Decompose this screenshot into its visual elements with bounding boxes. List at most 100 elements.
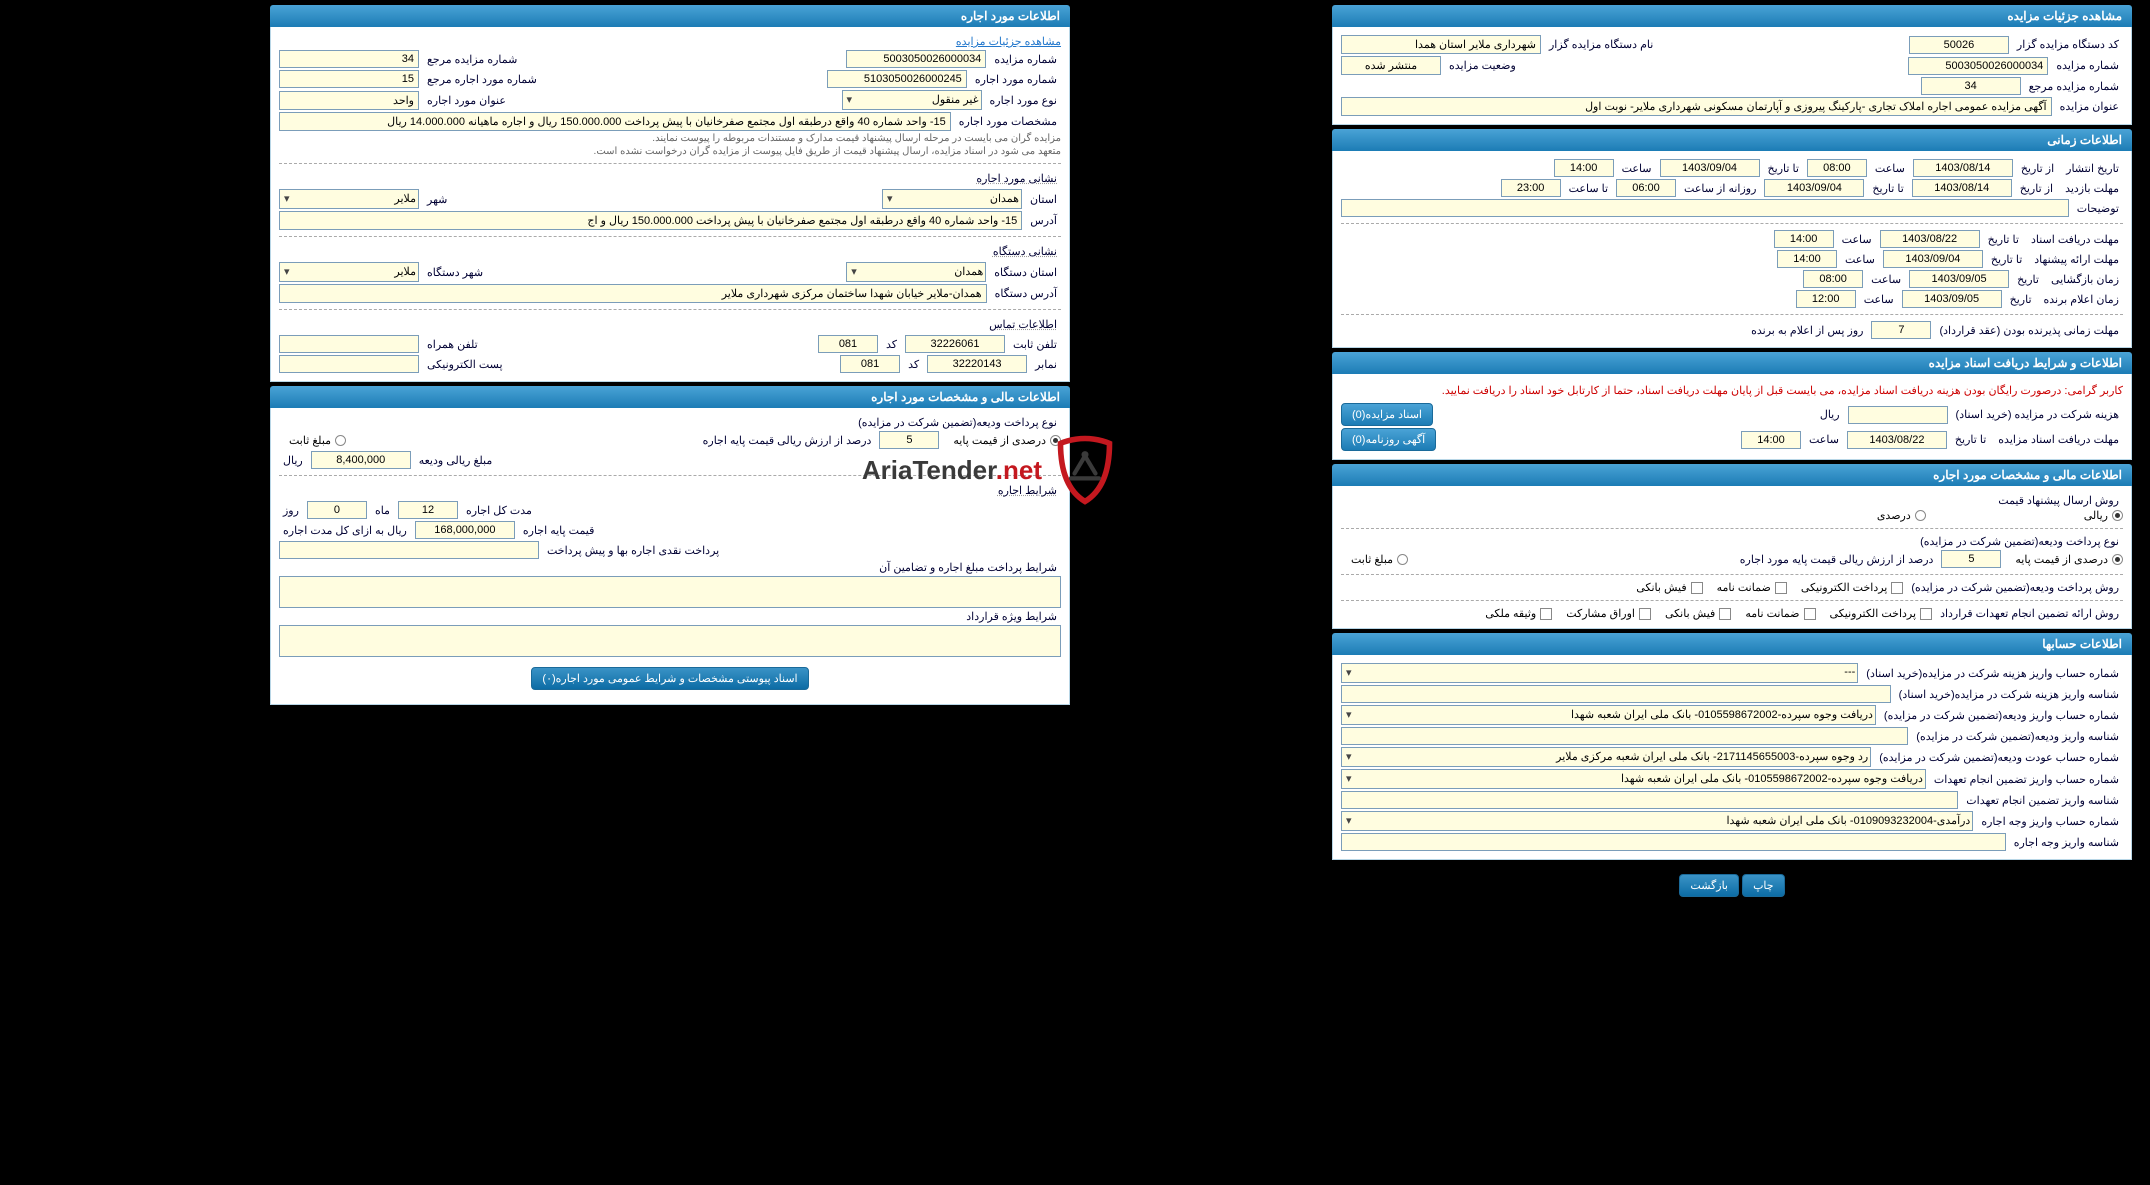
sel-city[interactable]: ملایر: [279, 189, 419, 209]
contact-header: اطلاعات تماس: [985, 316, 1061, 333]
field-auction-no: 5003050026000034: [1908, 57, 2048, 75]
field-cash-pay: [279, 541, 539, 559]
chk-guarantee2[interactable]: ضمانت نامه: [1745, 607, 1815, 620]
note2: متعهد می شود در اسناد مزایده، ارسال پیشن…: [594, 146, 1061, 157]
field-d4: 1403/09/04: [1764, 179, 1864, 197]
field-acc2: [1341, 685, 1891, 703]
details-link[interactable]: مشاهده جزئیات مزایده: [956, 35, 1061, 48]
field-lease-no: 5103050026000245: [827, 70, 967, 88]
field-accept: 7: [1871, 321, 1931, 339]
field-fax: 32220143: [927, 355, 1027, 373]
field-doc-d: 1403/08/22: [1847, 431, 1947, 449]
label-publish: تاریخ انتشار: [2062, 162, 2123, 175]
label-accept-suffix: روز پس از اعلام به برنده: [1747, 324, 1867, 337]
label-contract-guarantee: روش ارائه تضمین انجام تعهدات قرارداد: [1936, 607, 2123, 620]
field-fee: [1848, 406, 1948, 424]
radio-fixed[interactable]: مبلغ ثابت: [1351, 553, 1408, 566]
field-t6: 14:00: [1777, 250, 1837, 268]
section-header-accounts: اطلاعات حسابها: [1332, 633, 2132, 655]
field-days: 0: [307, 501, 367, 519]
sel-province[interactable]: همدان: [882, 189, 1022, 209]
address-header: نشانی مورد اجاره: [972, 170, 1061, 187]
docs-body: کاربر گرامی: درصورت رایگان بودن هزینه در…: [1332, 374, 2132, 460]
chk-epay[interactable]: پرداخت الکترونیکی: [1801, 581, 1904, 594]
field-deposit-amt: 8,400,000: [311, 451, 411, 469]
field-ref-no2: 34: [279, 50, 419, 68]
chk-bank2[interactable]: فیش بانکی: [1665, 607, 1731, 620]
field-fax-code: 081: [840, 355, 900, 373]
section-header-lease: اطلاعات مورد اجاره: [270, 5, 1070, 27]
field-t8: 12:00: [1796, 290, 1856, 308]
finance-body: روش ارسال پیشنهاد قیمت ریالی درصدی نوع پ…: [1332, 486, 2132, 629]
lease-body: مشاهده جزئیات مزایده شماره مزایده 500305…: [270, 27, 1070, 382]
field-specs: 15- واحد شماره 40 واقع درطبقه اول مجتمع …: [279, 112, 951, 131]
sel-org-city[interactable]: ملایر: [279, 262, 419, 282]
field-d7: 1403/09/05: [1909, 270, 2009, 288]
chk-epay2[interactable]: پرداخت الکترونیکی: [1830, 607, 1933, 620]
sel-lease-type[interactable]: غیر منقول: [842, 90, 982, 110]
label-doc-deadline2: مهلت دریافت اسناد مزایده: [1994, 433, 2123, 446]
label-doc-deadline: مهلت دریافت اسناد: [2027, 233, 2123, 246]
section-header-details: مشاهده جزئیات مزایده: [1332, 5, 2132, 27]
sel-acc5[interactable]: رد وجوه سپرده-2171145655003- بانک ملی ای…: [1341, 747, 1871, 767]
textarea-contract-cond[interactable]: [279, 625, 1061, 657]
note1: مزایده گران می بایست در مرحله ارسال پیشن…: [652, 133, 1061, 144]
attach-docs-button[interactable]: اسناد پیوستی مشخصات و شرایط عمومی مورد ا…: [531, 667, 808, 690]
field-t7: 08:00: [1803, 270, 1863, 288]
label-to-date2: تا تاریخ: [1868, 182, 1907, 195]
chk-guarantee[interactable]: ضمانت نامه: [1717, 581, 1787, 594]
field-d8: 1403/09/05: [1902, 290, 2002, 308]
chk-bank[interactable]: فیش بانکی: [1636, 581, 1702, 594]
sel-acc1[interactable]: ---: [1341, 663, 1858, 683]
label-fee: هزینه شرکت در مزایده (خرید اسناد): [1952, 408, 2123, 421]
field-acc7: [1341, 791, 1958, 809]
textarea-pay-cond[interactable]: [279, 576, 1061, 608]
red-notice: کاربر گرامی: درصورت رایگان بودن هزینه در…: [1341, 380, 2123, 401]
sel-acc6[interactable]: دریافت وجوه سپرده-0105598672002- بانک مل…: [1341, 769, 1926, 789]
label-time2: ساعت: [1618, 162, 1656, 175]
chk-property[interactable]: وثیقه ملکی: [1485, 607, 1552, 620]
logo-shield-icon: [1050, 435, 1120, 505]
field-phone: 32226061: [905, 335, 1005, 353]
docs-button[interactable]: اسناد مزایده(0): [1341, 403, 1433, 426]
field-t1: 08:00: [1807, 159, 1867, 177]
timing-body: تاریخ انتشار از تاریخ 1403/08/14 ساعت 08…: [1332, 151, 2132, 348]
field-d3: 1403/08/14: [1912, 179, 2012, 197]
field-t4: 23:00: [1501, 179, 1561, 197]
field-doc-t: 14:00: [1741, 431, 1801, 449]
field-acc4: [1341, 727, 1908, 745]
field-notes: [1341, 199, 2069, 217]
radio-percent[interactable]: درصدی: [1877, 509, 1926, 522]
field-months: 12: [398, 501, 458, 519]
label-org-name: نام دستگاه مزایده گزار: [1545, 38, 1657, 51]
field-mobile: [279, 335, 419, 353]
section-header-lease-finance: اطلاعات مالی و مشخصات مورد اجاره: [270, 386, 1070, 408]
sel-org-province[interactable]: همدان: [846, 262, 986, 282]
chk-bonds[interactable]: اوراق مشارکت: [1566, 607, 1651, 620]
radio-percent-base[interactable]: درصدی از قیمت پایه: [2015, 553, 2123, 566]
sel-acc8[interactable]: درآمدی-0109093232004- بانک ملی ایران شعب…: [1341, 811, 1973, 831]
back-button[interactable]: بازگشت: [1679, 874, 1739, 897]
field-ref-no: 34: [1921, 77, 2021, 95]
radio-fixed2[interactable]: مبلغ ثابت: [289, 434, 346, 447]
label-ref-no: شماره مزایده مرجع: [2025, 80, 2123, 93]
field-org-name: شهرداری ملایر استان همدا: [1341, 35, 1541, 54]
field-auction-no2: 5003050026000034: [846, 50, 986, 68]
newspaper-button[interactable]: آگهی روزنامه(0): [1341, 428, 1436, 451]
print-button[interactable]: چاپ: [1742, 874, 1785, 897]
label-accept: مهلت زمانی پذیرنده بودن (عقد قرارداد): [1935, 324, 2123, 337]
field-addr: 15- واحد شماره 40 واقع درطبقه اول مجتمع …: [279, 211, 1022, 230]
section-header-docs: اطلاعات و شرایط دریافت اسناد مزایده: [1332, 352, 2132, 374]
label-status: وضعیت مزایده: [1445, 59, 1520, 72]
field-status: منتشر شده: [1341, 56, 1441, 75]
lease-info-panel: اطلاعات مورد اجاره مشاهده جزئیات مزایده …: [270, 5, 1070, 709]
field-org-addr: همدان-ملایر خیابان شهدا ساختمان مرکزی شه…: [279, 284, 987, 303]
field-base-price: 168,000,000: [415, 521, 515, 539]
sel-acc3[interactable]: دریافت وجوه سپرده-0105598672002- بانک مل…: [1341, 705, 1876, 725]
field-t3: 06:00: [1616, 179, 1676, 197]
label-offer-deadline: مهلت ارائه پیشنهاد: [2030, 253, 2123, 266]
section-header-timing: اطلاعات زمانی: [1332, 129, 2132, 151]
label-to-time: تا ساعت: [1565, 182, 1612, 195]
radio-rial[interactable]: ریالی: [2084, 509, 2123, 522]
label-to-date1: تا تاریخ: [1764, 162, 1803, 175]
